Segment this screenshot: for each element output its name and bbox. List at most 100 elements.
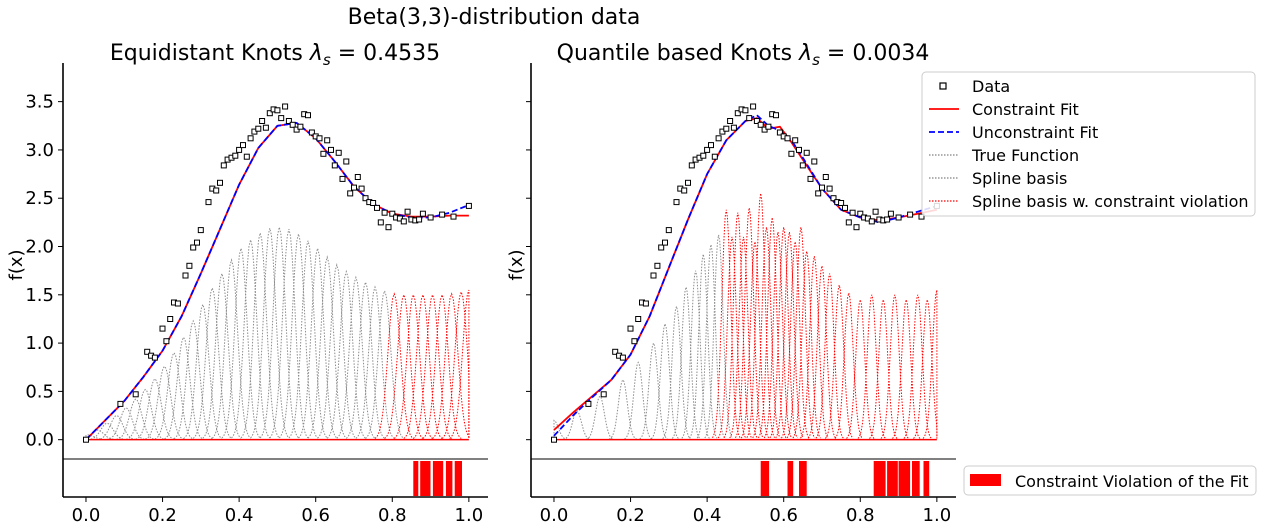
data-point <box>351 184 357 191</box>
data-point <box>887 210 894 217</box>
x-tick-label: 0.0 <box>72 505 101 526</box>
violation-legend-frame <box>963 465 1257 496</box>
data-points-group <box>83 103 472 443</box>
data-point <box>727 118 734 124</box>
spline-basis-violation <box>892 299 921 439</box>
spline-basis-violation <box>740 241 770 439</box>
spline-basis <box>126 388 165 440</box>
data-point <box>274 107 281 114</box>
spline-basis-violation <box>717 236 747 439</box>
data-point <box>450 213 457 220</box>
spline-basis-violation <box>786 227 816 439</box>
fit-lines-group <box>553 114 938 441</box>
data-point <box>240 142 246 149</box>
x-tick-label: 0.6 <box>301 505 330 526</box>
violation-bar <box>912 461 920 496</box>
legend-item: Spline basis <box>929 169 1067 188</box>
spline-basis <box>326 269 366 439</box>
data-point <box>658 244 665 251</box>
x-tick-label: 0.2 <box>148 505 177 526</box>
title-value: = 0.0034 <box>820 41 929 66</box>
data-point <box>784 135 791 142</box>
spline-basis-violation <box>913 299 938 439</box>
data-point <box>343 158 350 165</box>
violation-bar <box>787 461 794 496</box>
data-point <box>742 107 749 114</box>
spline-basis-violation <box>763 231 793 439</box>
spline-basis-violation <box>807 265 837 439</box>
data-point <box>711 153 718 160</box>
data-point <box>685 179 691 186</box>
violation-bar <box>760 461 770 496</box>
data-point <box>151 354 158 361</box>
data-point <box>788 150 795 157</box>
spline-basis <box>671 286 701 439</box>
data-point <box>358 185 365 192</box>
data-point <box>704 146 711 153</box>
violation-bar <box>923 461 930 496</box>
spline-basis-group <box>85 227 470 441</box>
data-point <box>262 124 269 131</box>
title-value: = 0.4535 <box>331 41 440 66</box>
data-point <box>849 209 856 216</box>
data-point <box>117 400 124 407</box>
y-tick-label: 3.0 <box>25 140 54 161</box>
data-point <box>328 146 334 153</box>
spline-basis-group <box>553 193 938 440</box>
data-point <box>465 202 472 209</box>
data-point <box>354 174 361 180</box>
legend-label: Spline basis w. constraint violation <box>972 192 1249 211</box>
data-point <box>255 125 262 132</box>
spline-basis <box>106 407 146 440</box>
data-point <box>730 124 737 131</box>
data-point <box>282 103 289 110</box>
data-point <box>884 216 891 223</box>
data-point <box>635 316 642 322</box>
data-point <box>872 208 879 215</box>
data-point <box>822 174 829 180</box>
data-point <box>803 149 810 156</box>
spline-basis <box>250 228 290 439</box>
spline-basis-violation <box>735 207 764 439</box>
data-point <box>213 187 220 194</box>
spline-basis-violation <box>792 251 821 439</box>
spline-basis <box>307 255 347 439</box>
spline-basis-violation <box>846 299 875 439</box>
data-point <box>918 213 925 220</box>
data-point <box>220 162 227 169</box>
data-point <box>838 200 845 206</box>
spline-basis <box>240 232 280 439</box>
main-legend: Data Constraint Fit Unconstraint Fit True F… <box>921 71 1256 217</box>
data-point <box>419 210 426 217</box>
spline-basis-violation <box>752 227 781 439</box>
data-point <box>773 112 779 119</box>
spline-basis-violation <box>825 284 854 439</box>
violation-strip <box>760 461 930 496</box>
data-point <box>715 135 722 142</box>
spline-basis-violation <box>746 193 775 438</box>
spline-basis-violation <box>780 241 810 439</box>
data-point <box>400 218 407 225</box>
spline-basis <box>221 248 261 439</box>
y-tick-label: 1.5 <box>25 285 54 306</box>
spline-basis-violation <box>723 212 752 439</box>
violation-bar <box>898 461 911 496</box>
violation-strip <box>413 461 462 496</box>
data-point <box>186 262 193 269</box>
spline-basis <box>317 263 357 439</box>
data-point <box>266 110 273 117</box>
fit-lines-group <box>85 121 470 441</box>
data-point <box>585 400 592 407</box>
title-prefix: Equidistant Knots <box>110 41 310 66</box>
data-point <box>681 187 688 194</box>
data-point <box>289 121 296 128</box>
legend-label: Data <box>972 77 1010 96</box>
data-point <box>673 199 680 206</box>
spline-basis <box>202 271 242 439</box>
data-point <box>662 239 668 246</box>
data-point <box>799 162 806 169</box>
legend-label: Constraint Fit <box>972 100 1079 119</box>
data-point <box>197 227 204 234</box>
data-point <box>627 325 634 332</box>
violation-bar <box>887 461 898 496</box>
